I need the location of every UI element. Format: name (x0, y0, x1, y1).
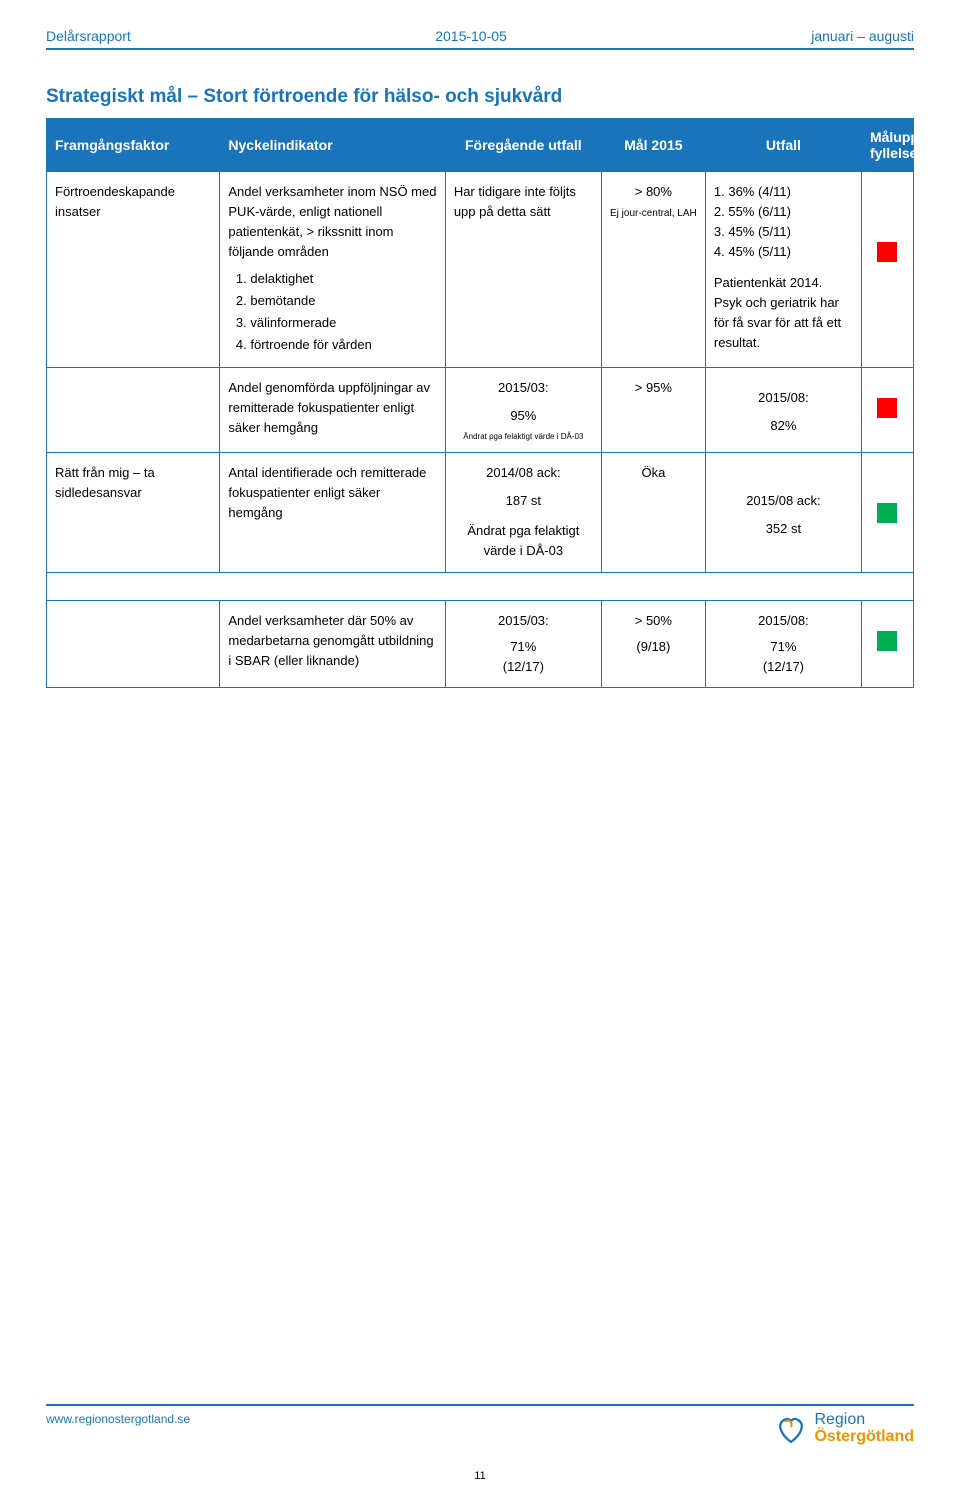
prev-top: 2015/03: (454, 378, 593, 398)
header-left: Delårsrapport (46, 28, 131, 44)
list-item: förtroende för vården (250, 335, 436, 355)
cell-goal: > 50% (9/18) (601, 600, 705, 687)
cell-factor: Förtroendeskapande insatser (47, 172, 220, 368)
cell-utfall: 1. 36% (4/11) 2. 55% (6/11) 3. 45% (5/11… (705, 172, 861, 368)
table-row: Andel genomförda uppföljningar av remitt… (47, 368, 914, 453)
prev-note: Ändrat pga felaktigt värde i DÅ-03 (454, 432, 593, 442)
cell-factor: Rätt från mig – ta sidledesansvar (47, 453, 220, 573)
cell-indicator: Antal identifierade och remitterade foku… (220, 453, 445, 573)
cell-status (861, 600, 913, 687)
utfall-top: 2015/08: (714, 388, 853, 408)
utfall-val: 82% (714, 416, 853, 436)
cell-indicator: Andel verksamheter inom NSÖ med PUK-värd… (220, 172, 445, 368)
cell-prev: Har tidigare inte följts upp på detta sä… (445, 172, 601, 368)
cell-indicator: Andel genomförda uppföljningar av remitt… (220, 368, 445, 453)
utfall-val: 71% (714, 637, 853, 657)
cell-prev: 2015/03: 71% (12/17) (445, 600, 601, 687)
utfall-line: 1. 36% (4/11) (714, 182, 853, 202)
col-maluppfyllelse: Målupp-fyllelse (861, 119, 913, 172)
footer-divider (46, 1404, 914, 1406)
cell-indicator: Andel verksamheter där 50% av medarbetar… (220, 600, 445, 687)
logo-text: Region Östergötland (814, 1412, 914, 1446)
cell-factor-empty (47, 368, 220, 453)
page: Delårsrapport 2015-10-05 januari – augus… (0, 0, 960, 1506)
cell-goal: Öka (601, 453, 705, 573)
logo-line2: Östergötland (814, 1429, 914, 1446)
cell-prev: 2014/08 ack: 187 st Ändrat pga felaktigt… (445, 453, 601, 573)
goal-note: Ej jour-central, LAH (610, 208, 697, 220)
utfall-line: 3. 45% (5/11) (714, 222, 853, 242)
report-table: Framgångsfaktor Nyckelindikator Föregåen… (46, 118, 914, 688)
cell-status (861, 172, 913, 368)
prev-val: 187 st (454, 491, 593, 511)
utfall-val: 352 st (714, 519, 853, 539)
cell-factor-empty (47, 600, 220, 687)
col-framgangsfaktor: Framgångsfaktor (47, 119, 220, 172)
prev-sub: (12/17) (454, 657, 593, 677)
header-right: januari – augusti (811, 28, 914, 44)
col-utfall: Utfall (705, 119, 861, 172)
table-row: Andel verksamheter där 50% av medarbetar… (47, 600, 914, 687)
status-indicator-green (877, 631, 897, 651)
prev-note: Ändrat pga felaktigt värde i DÅ-03 (454, 521, 593, 561)
page-number: 11 (46, 1470, 914, 1482)
utfall-line: 4. 45% (5/11) (714, 242, 853, 262)
utfall-para: Patientenkät 2014. Psyk och geriatrik ha… (714, 273, 853, 354)
cell-goal: > 95% (601, 368, 705, 453)
status-indicator-green (877, 503, 897, 523)
document-header: Delårsrapport 2015-10-05 januari – augus… (46, 28, 914, 50)
status-indicator-red (877, 398, 897, 418)
col-foregaende-utfall: Föregående utfall (445, 119, 601, 172)
page-footer: www.regionostergotland.se Region Östergö… (46, 1404, 914, 1482)
indicator-list: delaktighet bemötande välinformerade för… (228, 269, 436, 356)
spacer-row (47, 572, 914, 600)
cell-utfall: 2015/08 ack: 352 st (705, 453, 861, 573)
cell-goal: > 80% Ej jour-central, LAH (601, 172, 705, 368)
cell-utfall: 2015/08: 71% (12/17) (705, 600, 861, 687)
cell-status (861, 368, 913, 453)
prev-top: 2014/08 ack: (454, 463, 593, 483)
cell-prev: 2015/03: 95% Ändrat pga felaktigt värde … (445, 368, 601, 453)
utfall-top: 2015/08 ack: (714, 491, 853, 511)
utfall-top: 2015/08: (714, 611, 853, 631)
logo-line1: Region (814, 1412, 914, 1429)
utfall-sub: (12/17) (714, 657, 853, 677)
cell-status (861, 453, 913, 573)
table-row: Förtroendeskapande insatser Andel verksa… (47, 172, 914, 368)
status-indicator-red (877, 242, 897, 262)
list-item: bemötande (250, 291, 436, 311)
goal-value: > 80% (610, 182, 697, 202)
list-item: välinformerade (250, 313, 436, 333)
col-mal-2015: Mål 2015 (601, 119, 705, 172)
table-row: Rätt från mig – ta sidledesansvar Antal … (47, 453, 914, 573)
section-title: Strategiskt mål – Stort förtroende för h… (46, 86, 914, 108)
region-logo: Region Östergötland (774, 1412, 914, 1446)
table-header-row: Framgångsfaktor Nyckelindikator Föregåen… (47, 119, 914, 172)
footer-url: www.regionostergotland.se (46, 1412, 190, 1426)
utfall-line: 2. 55% (6/11) (714, 202, 853, 222)
col-nyckelindikator: Nyckelindikator (220, 119, 445, 172)
prev-val: 95% (454, 406, 593, 426)
list-item: delaktighet (250, 269, 436, 289)
cell-utfall: 2015/08: 82% (705, 368, 861, 453)
logo-heart-icon (774, 1412, 808, 1446)
header-center: 2015-10-05 (435, 28, 507, 44)
indicator-intro: Andel verksamheter inom NSÖ med PUK-värd… (228, 184, 436, 259)
prev-val: 71% (454, 637, 593, 657)
goal-sub: (9/18) (610, 637, 697, 657)
goal-value: > 50% (610, 611, 697, 631)
prev-top: 2015/03: (454, 611, 593, 631)
